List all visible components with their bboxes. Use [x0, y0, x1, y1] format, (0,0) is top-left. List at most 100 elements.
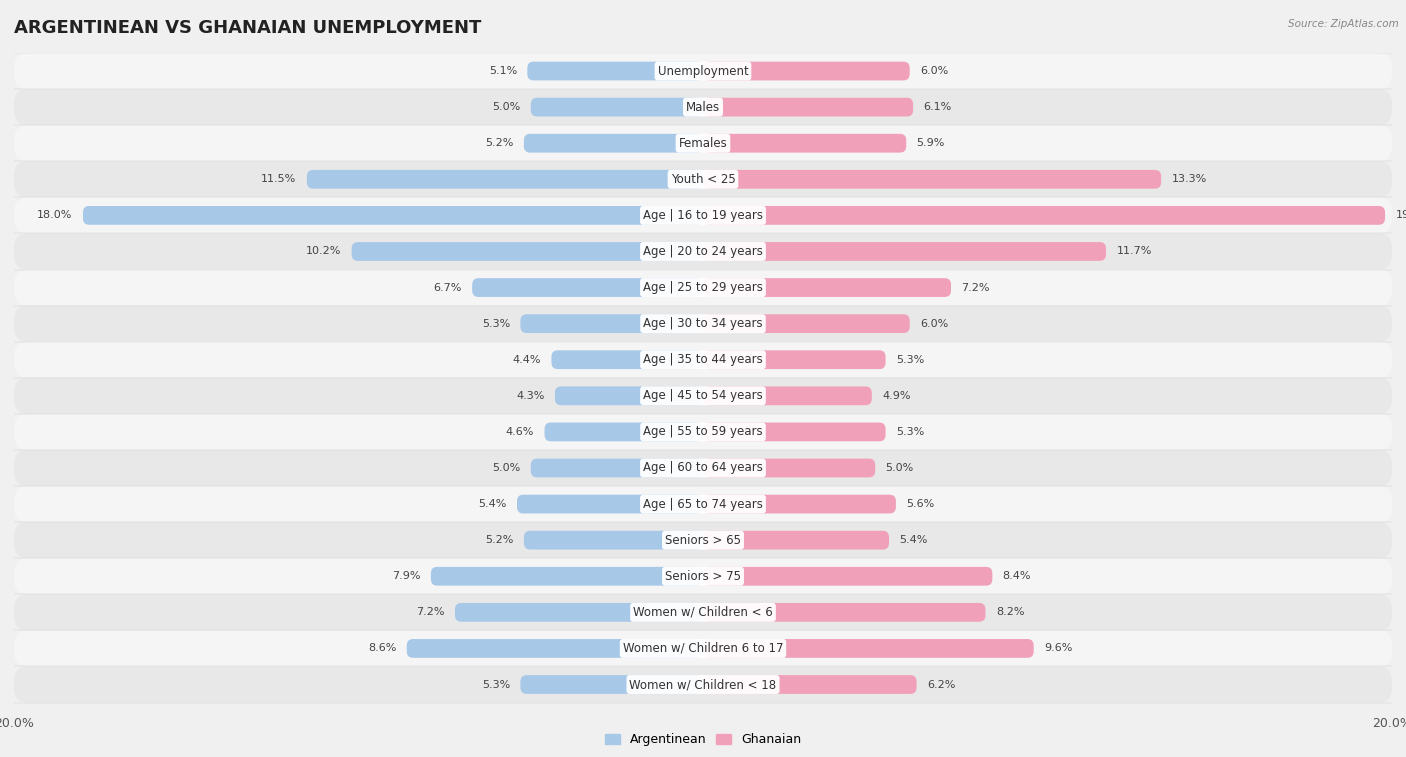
FancyBboxPatch shape	[703, 134, 907, 153]
FancyBboxPatch shape	[703, 639, 1033, 658]
FancyBboxPatch shape	[14, 666, 1392, 702]
Text: 6.1%: 6.1%	[924, 102, 952, 112]
FancyBboxPatch shape	[14, 378, 1392, 414]
FancyBboxPatch shape	[551, 350, 703, 369]
FancyBboxPatch shape	[703, 350, 886, 369]
Text: 6.7%: 6.7%	[433, 282, 461, 292]
FancyBboxPatch shape	[544, 422, 703, 441]
FancyBboxPatch shape	[14, 450, 1392, 486]
FancyBboxPatch shape	[14, 414, 1392, 450]
Text: 5.0%: 5.0%	[886, 463, 914, 473]
FancyBboxPatch shape	[517, 494, 703, 513]
Text: 5.3%: 5.3%	[896, 427, 924, 437]
FancyBboxPatch shape	[703, 98, 912, 117]
Text: 5.2%: 5.2%	[485, 535, 513, 545]
Text: Age | 16 to 19 years: Age | 16 to 19 years	[643, 209, 763, 222]
Text: 11.7%: 11.7%	[1116, 247, 1152, 257]
FancyBboxPatch shape	[703, 278, 950, 297]
Text: 7.2%: 7.2%	[416, 607, 444, 618]
FancyBboxPatch shape	[14, 341, 1392, 378]
Text: 4.6%: 4.6%	[506, 427, 534, 437]
Text: 13.3%: 13.3%	[1171, 174, 1206, 184]
FancyBboxPatch shape	[14, 53, 1392, 89]
FancyBboxPatch shape	[83, 206, 703, 225]
Text: ARGENTINEAN VS GHANAIAN UNEMPLOYMENT: ARGENTINEAN VS GHANAIAN UNEMPLOYMENT	[14, 19, 481, 37]
Text: Age | 55 to 59 years: Age | 55 to 59 years	[643, 425, 763, 438]
Text: 7.2%: 7.2%	[962, 282, 990, 292]
Text: 5.3%: 5.3%	[896, 355, 924, 365]
Text: 5.0%: 5.0%	[492, 102, 520, 112]
FancyBboxPatch shape	[703, 459, 875, 478]
Text: Seniors > 75: Seniors > 75	[665, 570, 741, 583]
Text: Age | 20 to 24 years: Age | 20 to 24 years	[643, 245, 763, 258]
FancyBboxPatch shape	[520, 675, 703, 694]
FancyBboxPatch shape	[703, 422, 886, 441]
FancyBboxPatch shape	[555, 386, 703, 405]
FancyBboxPatch shape	[703, 206, 1385, 225]
Text: 9.6%: 9.6%	[1045, 643, 1073, 653]
Text: Age | 25 to 29 years: Age | 25 to 29 years	[643, 281, 763, 294]
FancyBboxPatch shape	[14, 631, 1392, 666]
FancyBboxPatch shape	[520, 314, 703, 333]
Text: 19.8%: 19.8%	[1395, 210, 1406, 220]
Text: 5.4%: 5.4%	[900, 535, 928, 545]
Text: Age | 30 to 34 years: Age | 30 to 34 years	[643, 317, 763, 330]
FancyBboxPatch shape	[14, 233, 1392, 269]
Text: 18.0%: 18.0%	[37, 210, 73, 220]
Text: 4.4%: 4.4%	[513, 355, 541, 365]
Legend: Argentinean, Ghanaian: Argentinean, Ghanaian	[599, 728, 807, 752]
Text: Females: Females	[679, 137, 727, 150]
FancyBboxPatch shape	[14, 161, 1392, 198]
Text: 4.3%: 4.3%	[516, 391, 544, 400]
Text: Women w/ Children < 18: Women w/ Children < 18	[630, 678, 776, 691]
FancyBboxPatch shape	[14, 125, 1392, 161]
Text: Women w/ Children 6 to 17: Women w/ Children 6 to 17	[623, 642, 783, 655]
FancyBboxPatch shape	[531, 98, 703, 117]
FancyBboxPatch shape	[406, 639, 703, 658]
Text: Males: Males	[686, 101, 720, 114]
FancyBboxPatch shape	[472, 278, 703, 297]
FancyBboxPatch shape	[524, 531, 703, 550]
FancyBboxPatch shape	[14, 269, 1392, 306]
FancyBboxPatch shape	[527, 61, 703, 80]
FancyBboxPatch shape	[352, 242, 703, 261]
FancyBboxPatch shape	[703, 242, 1107, 261]
FancyBboxPatch shape	[307, 170, 703, 188]
Text: Unemployment: Unemployment	[658, 64, 748, 77]
FancyBboxPatch shape	[14, 522, 1392, 558]
FancyBboxPatch shape	[524, 134, 703, 153]
FancyBboxPatch shape	[703, 675, 917, 694]
Text: Source: ZipAtlas.com: Source: ZipAtlas.com	[1288, 19, 1399, 29]
Text: Seniors > 65: Seniors > 65	[665, 534, 741, 547]
Text: 8.6%: 8.6%	[368, 643, 396, 653]
FancyBboxPatch shape	[703, 386, 872, 405]
Text: 5.2%: 5.2%	[485, 139, 513, 148]
Text: 5.3%: 5.3%	[482, 319, 510, 329]
FancyBboxPatch shape	[703, 170, 1161, 188]
FancyBboxPatch shape	[14, 89, 1392, 125]
Text: 10.2%: 10.2%	[307, 247, 342, 257]
Text: 11.5%: 11.5%	[262, 174, 297, 184]
FancyBboxPatch shape	[703, 603, 986, 621]
Text: 5.4%: 5.4%	[478, 499, 506, 509]
FancyBboxPatch shape	[703, 494, 896, 513]
Text: 6.0%: 6.0%	[920, 66, 948, 76]
Text: 5.6%: 5.6%	[907, 499, 935, 509]
Text: Youth < 25: Youth < 25	[671, 173, 735, 185]
FancyBboxPatch shape	[703, 531, 889, 550]
Text: 8.2%: 8.2%	[995, 607, 1025, 618]
Text: 6.2%: 6.2%	[927, 680, 955, 690]
Text: 6.0%: 6.0%	[920, 319, 948, 329]
FancyBboxPatch shape	[14, 306, 1392, 341]
Text: Age | 60 to 64 years: Age | 60 to 64 years	[643, 462, 763, 475]
FancyBboxPatch shape	[14, 594, 1392, 631]
FancyBboxPatch shape	[14, 558, 1392, 594]
FancyBboxPatch shape	[531, 459, 703, 478]
Text: 5.3%: 5.3%	[482, 680, 510, 690]
Text: 5.1%: 5.1%	[489, 66, 517, 76]
Text: 8.4%: 8.4%	[1002, 572, 1031, 581]
Text: 5.9%: 5.9%	[917, 139, 945, 148]
Text: 4.9%: 4.9%	[882, 391, 911, 400]
FancyBboxPatch shape	[703, 61, 910, 80]
Text: 7.9%: 7.9%	[392, 572, 420, 581]
